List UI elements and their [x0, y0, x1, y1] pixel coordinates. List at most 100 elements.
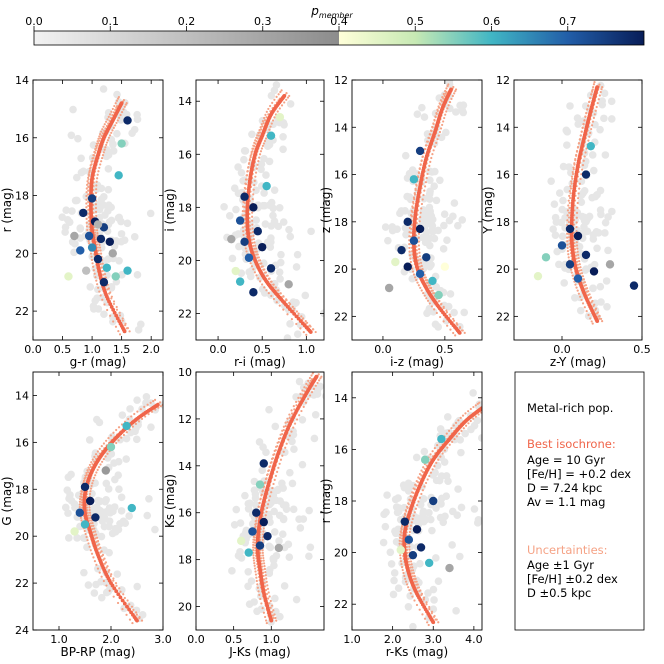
isochrone-variant-point	[433, 614, 436, 618]
isochrone-variant-point	[83, 479, 86, 482]
field-star	[145, 495, 153, 503]
field-star	[604, 213, 612, 221]
member-star	[86, 496, 95, 506]
y-tick-label: 14	[15, 74, 29, 87]
isochrone-variant-point	[262, 556, 265, 560]
x-tick-label: 3.0	[425, 633, 443, 646]
isochrone-variant-point	[253, 247, 256, 250]
isochrone-variant-point	[115, 99, 119, 102]
field-star	[424, 589, 432, 597]
isochrone-variant-point	[95, 188, 98, 191]
isochrone-variant-point	[95, 563, 98, 566]
field-star	[230, 184, 239, 193]
isochrone-variant-point	[417, 236, 420, 239]
isochrone-variant-point	[96, 246, 99, 249]
isochrone-variant-point	[94, 210, 98, 214]
member-star	[252, 508, 261, 517]
isochrone-variant-point	[581, 163, 585, 167]
isochrone-variant-point	[132, 608, 135, 611]
field-star	[74, 134, 82, 143]
isochrone-variant-point	[85, 535, 88, 539]
member-star	[422, 253, 431, 262]
field-star	[286, 468, 294, 477]
field-star	[322, 392, 324, 400]
member-star	[589, 267, 599, 276]
isochrone-variant-point	[409, 592, 412, 595]
isochrone-variant-point	[87, 193, 90, 196]
field-star	[259, 201, 267, 210]
isochrone-variant-point	[95, 240, 98, 243]
y-tick-label: 16	[496, 169, 510, 182]
isochrone-variant-point	[262, 527, 265, 530]
isochrone-variant-point	[574, 251, 577, 254]
field-star	[119, 108, 128, 117]
isochrone-variant-point	[301, 389, 304, 392]
isochrone-variant-point	[95, 536, 99, 539]
isochrone-variant-point	[590, 93, 593, 96]
field-star	[251, 501, 260, 509]
isochrone-variant-point	[259, 551, 262, 555]
isochrone-variant-point	[290, 412, 294, 415]
field-star	[301, 291, 310, 300]
isochrone-variant-point	[448, 100, 452, 104]
member-star	[266, 264, 276, 273]
isochrone-variant-point	[292, 405, 295, 408]
isochrone-variant-point	[580, 269, 583, 272]
colorbar-tick-label: 0.5	[407, 15, 425, 28]
isochrone-variant-point	[254, 244, 257, 247]
isochrone-variant-point	[118, 333, 122, 336]
unc-line-age: Age ±1 Gyr	[527, 558, 594, 572]
isochrone-variant-point	[125, 613, 128, 616]
isochrone-variant-point	[110, 297, 113, 300]
isochrone-variant-point	[442, 320, 445, 323]
field-star	[425, 190, 434, 198]
isochrone-variant-point	[484, 408, 486, 410]
isochrone-variant-point	[281, 454, 284, 457]
field-star	[589, 235, 598, 243]
member-star	[440, 262, 450, 271]
y-tick-label: 18	[334, 495, 348, 508]
member-star	[122, 421, 131, 431]
isochrone-variant-point	[258, 501, 261, 504]
isochrone-variant-point	[579, 177, 582, 181]
isochrone-variant-point	[270, 280, 273, 283]
isochrone-variant-point	[140, 417, 144, 421]
isochrone-variant-point	[110, 295, 113, 298]
field-star	[240, 155, 248, 164]
field-star	[596, 282, 605, 291]
isochrone-variant-point	[416, 252, 419, 255]
field-stars	[228, 377, 324, 626]
field-star	[394, 584, 403, 592]
field-star	[271, 422, 280, 431]
isochrone-variant-point	[93, 228, 96, 232]
field-star	[469, 389, 477, 397]
isochrone-variant-point	[443, 116, 446, 120]
isochrone-variant-point	[128, 618, 132, 621]
field-star	[76, 224, 85, 232]
colorbar-gray-segment	[34, 31, 339, 45]
member-star	[557, 241, 567, 250]
isochrone-variant-point	[276, 110, 279, 113]
isochrone-variant-point	[299, 392, 302, 396]
isochrone-variant-point	[147, 413, 150, 416]
isochrone-variant-point	[96, 468, 99, 471]
isochrone-variant-point	[270, 122, 273, 125]
member-star	[415, 146, 425, 156]
member-stars	[384, 146, 450, 300]
isochrone-variant-point	[447, 429, 451, 433]
x-tick-label: 0.0	[24, 343, 42, 356]
field-star	[439, 245, 448, 253]
best-isochrone-point	[292, 311, 297, 316]
member-star	[236, 536, 246, 546]
isochrone-variant-point	[583, 119, 586, 122]
isochrone-variant-point	[569, 192, 572, 195]
field-star	[580, 186, 589, 195]
x-tick-label: 1.0	[298, 343, 316, 356]
isochrone-variant-point	[103, 303, 106, 306]
member-star	[266, 131, 276, 140]
y-tick-label: 22	[15, 577, 29, 590]
field-star	[589, 166, 598, 175]
isochrone-variant-point	[413, 192, 416, 195]
isochrone-variant-point	[251, 215, 254, 218]
